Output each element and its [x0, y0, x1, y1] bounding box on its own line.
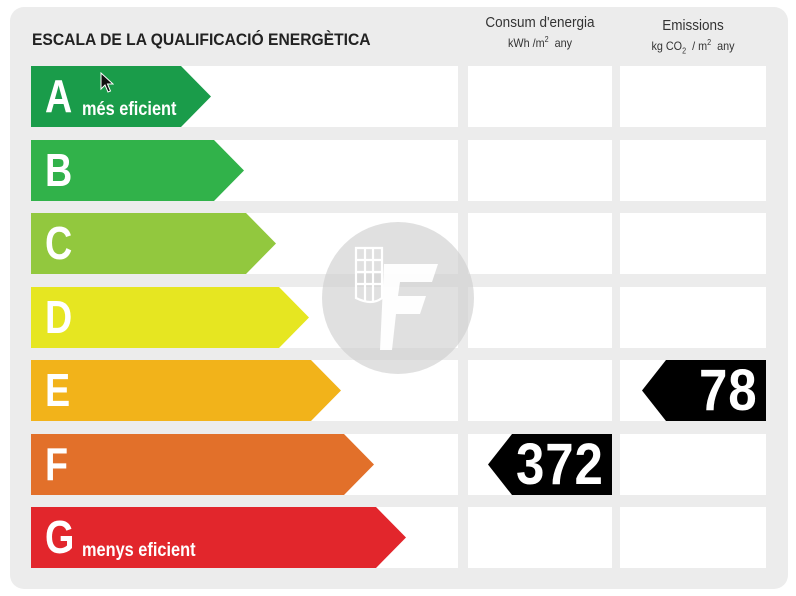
band-d: D [31, 287, 309, 348]
emissions-column-header: Emissions kg CO2 / m2 any [620, 17, 766, 55]
emissions-cell [620, 213, 766, 274]
energy-cell [468, 360, 612, 421]
logo-watermark-icon [322, 222, 474, 374]
emissions-cell [620, 287, 766, 348]
band-note: més eficient [82, 99, 177, 120]
emissions-column-unit: kg CO2 / m2 any [651, 38, 735, 56]
band-letter: E [45, 364, 71, 416]
emissions-rating-marker: 78 [642, 360, 766, 421]
band-letter: F [45, 438, 69, 490]
emissions-cell [620, 434, 766, 495]
band-letter: B [45, 144, 73, 196]
energy-cell [468, 213, 612, 274]
energy-cell [468, 140, 612, 201]
energy-rating-marker: 372 [488, 434, 612, 495]
band-arrow-shape [31, 287, 309, 348]
emissions-cell [620, 66, 766, 127]
band-e: E [31, 360, 341, 421]
band-arrow-shape [31, 434, 374, 495]
emissions-column-label: Emissions [662, 17, 724, 34]
energy-column-label: Consum d'energia [485, 14, 595, 31]
band-f: F [31, 434, 374, 495]
emissions-cell [620, 507, 766, 568]
band-arrow-shape [31, 213, 276, 274]
band-arrow-shape [31, 140, 244, 201]
band-letter: G [45, 511, 75, 563]
band-arrow-shape [31, 66, 211, 127]
energy-column-unit: kWh /m2 any [507, 35, 573, 50]
page-title: ESCALA DE LA QUALIFICACIÓ ENERGÈTICA [32, 30, 371, 49]
band-arrow-shape [31, 507, 406, 568]
mouse-pointer-icon [100, 71, 115, 99]
emissions-rating-value: 78 [699, 358, 758, 423]
band-letter: D [45, 291, 73, 343]
band-letter: C [45, 217, 73, 269]
marker-arrow-shape [642, 360, 766, 421]
band-b: B [31, 140, 244, 201]
marker-arrow-shape [488, 434, 612, 495]
energy-column-header: Consum d'energia kWh /m2 any [468, 14, 612, 50]
energy-rating-value: 372 [516, 432, 604, 497]
energy-cell [468, 507, 612, 568]
emissions-cell [620, 140, 766, 201]
band-letter: A [45, 70, 73, 122]
band-note: menys eficient [82, 540, 196, 561]
band-c: C [31, 213, 276, 274]
energy-cell [468, 287, 612, 348]
energy-cell [468, 66, 612, 127]
band-arrow-shape [31, 360, 341, 421]
